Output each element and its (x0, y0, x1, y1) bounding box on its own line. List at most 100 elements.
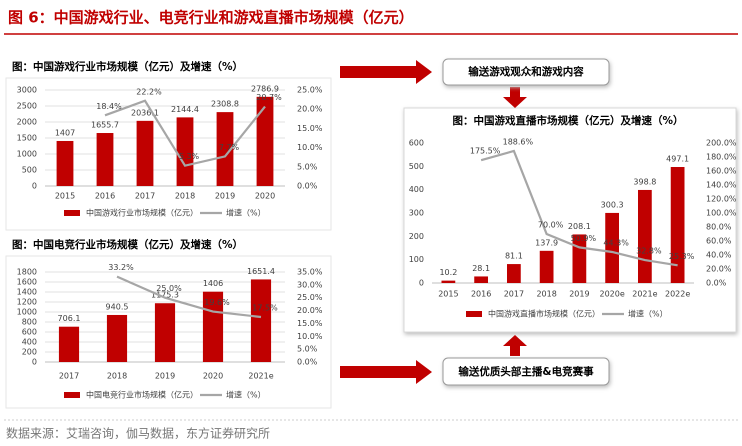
data-label: 32.8% (636, 247, 662, 256)
page-title: 图 6：中国游戏行业、电竞行业和游戏直播市场规模（亿元） (8, 9, 414, 27)
data-label: 2144.4 (171, 105, 199, 114)
y2-tick-label: 60.0% (706, 237, 732, 246)
y2-tick-label: 0.0% (297, 358, 318, 367)
data-label: 20.7% (256, 93, 282, 102)
bar (250, 279, 272, 362)
legend-label: 增速（%） (226, 208, 266, 218)
chart-title: 图：中国游戏直播市场规模（亿元）及增速（%） (452, 114, 683, 127)
data-label: 50.9% (571, 234, 597, 243)
bar (637, 189, 652, 283)
bar (539, 250, 554, 283)
y-tick-label: 1000 (17, 150, 37, 159)
y2-tick-label: 15.0% (297, 124, 323, 133)
y-tick-label: 1200 (17, 298, 37, 307)
x-tick-label: 2019 (215, 192, 235, 201)
data-label: 300.3 (601, 200, 624, 209)
bar (670, 167, 685, 283)
data-label: 706.1 (58, 314, 81, 323)
line (104, 99, 266, 167)
y-tick-label: 0 (32, 182, 37, 191)
y-tick-label: 500 (22, 166, 37, 175)
data-label: 81.1 (505, 252, 523, 261)
y2-tick-label: 140.0% (706, 181, 737, 190)
y2-tick-label: 25.0% (297, 86, 323, 95)
x-tick-label: 2016 (95, 192, 115, 201)
data-label: 2786.9 (251, 84, 279, 93)
data-label: 1655.7 (91, 121, 119, 130)
y-tick-label: 600 (409, 139, 424, 148)
bar (106, 314, 128, 362)
y2-tick-label: 5.0% (297, 345, 318, 354)
y2-tick-label: 0.0% (706, 279, 727, 288)
chart-title: 图：中国电竞行业市场规模（亿元）及增速（%） (12, 238, 243, 251)
legend-swatch (466, 311, 482, 317)
y2-tick-label: 20.0% (297, 306, 323, 315)
bar (256, 96, 274, 186)
data-label: 1175.3 (151, 291, 179, 300)
x-tick-label: 2020 (255, 192, 275, 201)
data-label: 208.1 (568, 222, 591, 231)
y-tick-label: 200 (409, 232, 424, 241)
y-tick-label: 2000 (17, 118, 37, 127)
data-label: 7.7% (219, 143, 240, 152)
y-tick-label: 600 (22, 328, 37, 337)
flow-box (442, 58, 610, 86)
data-label: 137.9 (535, 238, 558, 247)
bar (176, 117, 194, 186)
y2-tick-label: 20.0% (297, 105, 323, 114)
x-tick-label: 2016 (471, 290, 491, 299)
y-tick-label: 300 (409, 209, 424, 218)
x-tick-label: 2017 (59, 372, 79, 381)
y2-tick-label: 40.0% (706, 251, 732, 260)
y-tick-label: 800 (22, 318, 37, 327)
x-tick-label: 2015 (55, 192, 75, 201)
y-tick-label: 400 (22, 338, 37, 347)
data-label: 44.3% (603, 238, 629, 247)
y-tick-label: 2500 (17, 102, 37, 111)
bar (441, 280, 456, 283)
data-label: 17.5% (252, 304, 278, 313)
data-label: 188.6% (503, 137, 534, 146)
data-label: 19.6% (204, 298, 230, 307)
legend-label: 中国游戏直播市场规模（亿元） (488, 309, 600, 319)
flow-label: 输送游戏观众和游戏内容 (468, 65, 584, 78)
y-tick-label: 1500 (17, 134, 37, 143)
x-tick-label: 2019 (155, 372, 175, 381)
x-tick-label: 2019 (569, 290, 589, 299)
data-label: 1406 (203, 279, 223, 288)
y-tick-label: 200 (22, 348, 37, 357)
y2-tick-label: 120.0% (706, 195, 737, 204)
y2-tick-label: 160.0% (706, 167, 737, 176)
data-label: 1651.4 (247, 267, 275, 276)
data-label: 22.2% (136, 87, 162, 96)
x-tick-label: 2017 (135, 192, 155, 201)
legend-label: 增速（%） (226, 390, 266, 400)
y-tick-label: 1800 (17, 268, 37, 277)
x-tick-label: 2015 (438, 290, 458, 299)
data-label: 1407 (55, 128, 75, 137)
bar (474, 276, 489, 283)
y2-tick-label: 200.0% (706, 139, 737, 148)
bar (136, 120, 154, 186)
bar (154, 303, 176, 362)
y-tick-label: 500 (409, 162, 424, 171)
arrow (340, 60, 432, 84)
y2-tick-label: 35.0% (297, 268, 323, 277)
data-label: 2308.8 (211, 100, 239, 109)
data-label: 70.0% (538, 221, 564, 230)
data-label: 18.4% (96, 102, 122, 111)
flow-box (442, 357, 610, 386)
line (116, 275, 262, 319)
legend-label: 中国电竞行业市场规模（亿元） (86, 390, 198, 400)
y2-tick-label: 0.0% (297, 182, 318, 191)
arrow (340, 360, 432, 384)
y2-tick-label: 180.0% (706, 153, 737, 162)
x-tick-label: 2018 (536, 290, 556, 299)
y-tick-label: 3000 (17, 86, 37, 95)
source: 数据来源：艾瑞咨询，伽马数据，东方证券研究所 (6, 426, 270, 441)
bar (605, 212, 620, 283)
bar (58, 326, 80, 362)
y2-tick-label: 15.0% (297, 319, 323, 328)
data-label: 5.3% (179, 152, 200, 161)
